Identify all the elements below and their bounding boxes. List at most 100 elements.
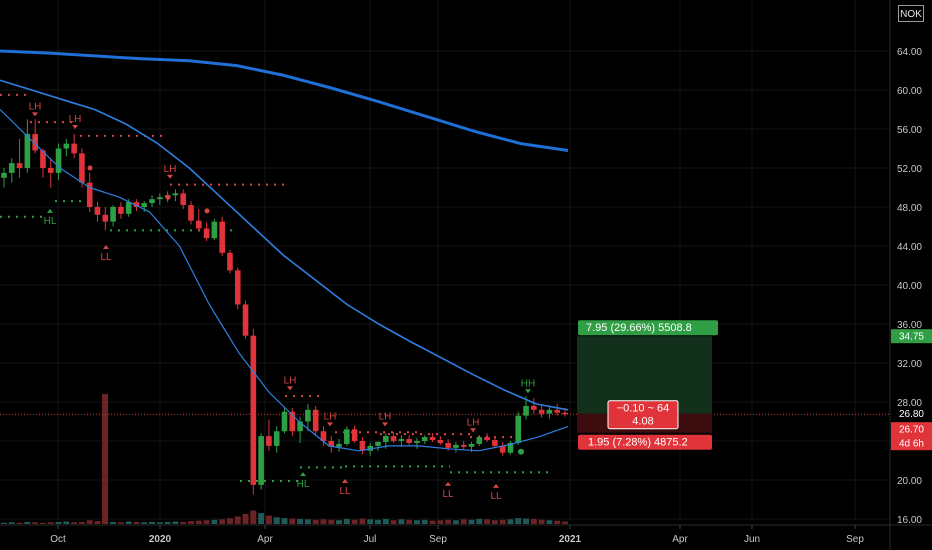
candle-body <box>421 437 428 441</box>
swing-label: LH <box>379 411 392 422</box>
volume-bar <box>343 518 350 524</box>
candle-body <box>460 444 467 447</box>
candle-body <box>71 143 77 154</box>
candle-body <box>195 220 202 229</box>
volume-bar <box>530 518 537 524</box>
time-tick-label: 2020 <box>149 534 172 545</box>
volume-bar <box>219 519 226 524</box>
swing-label: LL <box>339 486 351 497</box>
price-tick-label: 48.00 <box>897 203 922 214</box>
candle-body <box>328 441 335 447</box>
volume-bar <box>359 518 366 524</box>
swing-label: LH <box>69 114 82 125</box>
candle-body <box>211 221 218 239</box>
swing-arrow <box>167 174 173 179</box>
moving-averages <box>0 49 569 452</box>
swing-label: LH <box>29 101 42 112</box>
swing-arrow <box>32 112 38 117</box>
time-tick-label: Oct <box>50 534 66 545</box>
candle-body <box>351 429 358 441</box>
last-price-badge-box <box>891 422 932 437</box>
volume-bar <box>413 520 420 524</box>
candle-body <box>47 168 54 173</box>
price-tick-label: 20.00 <box>897 476 922 487</box>
swing-label: LH <box>164 164 177 175</box>
swing-label: LH <box>284 375 297 386</box>
ratio-box <box>607 400 679 430</box>
time-tick-label: Apr <box>257 534 273 545</box>
volume-bar <box>8 522 15 524</box>
candle-body <box>445 442 451 448</box>
heart-marker <box>165 194 171 200</box>
volume-bar <box>281 518 288 524</box>
swing-arrow <box>287 386 293 391</box>
volume-bar <box>32 522 39 524</box>
candle-body <box>476 437 483 444</box>
candle-body <box>86 182 93 207</box>
candle-body <box>297 421 303 432</box>
candle-body <box>234 270 241 305</box>
volume-bar <box>375 519 381 524</box>
candle-body <box>437 440 444 443</box>
candle-body <box>562 412 568 415</box>
candle-body <box>281 411 288 432</box>
volume-bar <box>452 520 459 524</box>
candle-body <box>258 436 264 485</box>
swing-arrow <box>525 389 531 394</box>
volume-bar <box>195 520 202 524</box>
candle-body <box>149 199 155 204</box>
price-tick-label: 16.00 <box>897 515 922 526</box>
candle-body <box>382 436 389 442</box>
volume-bar <box>226 518 233 524</box>
volume-bar <box>538 519 545 524</box>
volume-bar <box>78 521 85 524</box>
ma-20-line <box>0 109 569 452</box>
volume-bar <box>55 521 62 524</box>
volume-bar <box>421 519 428 524</box>
candle-body <box>320 431 327 441</box>
candle-body <box>305 409 311 422</box>
candle-body <box>8 163 15 173</box>
volume-bar <box>47 522 54 524</box>
candle-body <box>125 202 132 214</box>
volume-bar <box>24 521 31 524</box>
time-tick-label: Apr <box>672 534 688 545</box>
swing-arrow <box>445 481 451 486</box>
heart-marker <box>32 136 38 142</box>
last-price-badge: 26.70 <box>899 425 924 436</box>
candle-body <box>523 405 529 416</box>
candle-body <box>203 228 210 239</box>
entry-price-badge: 26.80 <box>899 409 924 420</box>
volume-bar <box>468 519 475 524</box>
volume-bar <box>16 522 23 524</box>
candle-body <box>492 440 498 446</box>
candle-body <box>242 304 249 336</box>
candle-body <box>312 409 319 432</box>
volume-bars <box>1 394 568 524</box>
ticker-badge[interactable]: NOK <box>898 5 924 22</box>
heart-marker <box>204 208 210 214</box>
candle-body <box>546 409 553 414</box>
volume-bar <box>110 521 117 524</box>
volume-bar <box>149 521 156 524</box>
swing-arrow <box>342 478 348 483</box>
volume-bar <box>63 521 70 524</box>
candle-body <box>227 252 233 271</box>
price-tick-label: 64.00 <box>897 47 922 58</box>
volume-bar <box>312 519 319 524</box>
price-tick-label: 52.00 <box>897 164 922 175</box>
volume-bar <box>102 394 108 524</box>
volume-bar <box>320 519 327 524</box>
candle-body <box>55 148 62 173</box>
volume-bar <box>546 520 553 524</box>
candle-body <box>118 207 124 214</box>
candle-body <box>453 444 459 448</box>
volume-bar <box>297 518 304 524</box>
swing-arrow <box>72 125 78 130</box>
candle-body <box>180 193 187 206</box>
price-tick-label: 36.00 <box>897 320 922 331</box>
price-tick-label: 40.00 <box>897 281 922 292</box>
annotations: LH LH LH LH LH LH LH HL HL LL LL LL LL HH <box>29 101 536 501</box>
swing-arrow <box>493 483 499 488</box>
